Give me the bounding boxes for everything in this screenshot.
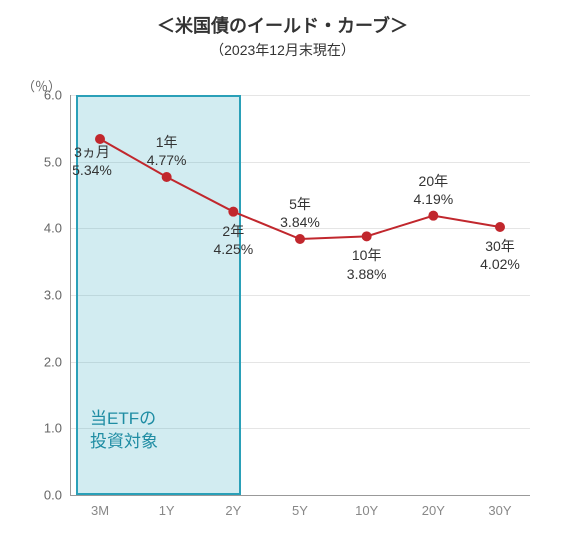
data-point-label: 3ヵ月5.34% — [72, 143, 112, 179]
x-tick-label: 30Y — [488, 503, 511, 518]
y-tick-label: 3.0 — [44, 288, 62, 303]
data-point-label: 30年4.02% — [480, 237, 520, 273]
x-tick-label: 5Y — [292, 503, 308, 518]
data-point-label: 10年3.88% — [347, 246, 387, 282]
y-tick-label: 1.0 — [44, 421, 62, 436]
x-tick-label: 20Y — [422, 503, 445, 518]
chart-title: ＜米国債のイールド・カーブ＞ — [0, 0, 565, 38]
data-point-label: 2年4.25% — [213, 222, 253, 258]
plot-area: 0.01.02.03.04.05.06.0当ETFの投資対象3M1Y2Y5Y10… — [70, 95, 530, 495]
x-tick-label: 2Y — [225, 503, 241, 518]
data-point-label: 20年4.19% — [413, 172, 453, 208]
y-tick-label: 6.0 — [44, 88, 62, 103]
y-tick-label: 4.0 — [44, 221, 62, 236]
yield-curve-chart: ＜米国債のイールド・カーブ＞ （2023年12月末現在） （％） 0.01.02… — [0, 0, 565, 547]
y-tick-label: 5.0 — [44, 154, 62, 169]
chart-subtitle: （2023年12月末現在） — [0, 40, 565, 60]
x-tick-label: 1Y — [159, 503, 175, 518]
data-point-label: 1年4.77% — [147, 133, 187, 169]
y-tick-label: 0.0 — [44, 488, 62, 503]
x-axis — [70, 495, 530, 496]
line-series — [70, 95, 530, 495]
data-point-label: 5年3.84% — [280, 195, 320, 231]
y-tick-label: 2.0 — [44, 354, 62, 369]
x-tick-label: 10Y — [355, 503, 378, 518]
x-tick-label: 3M — [91, 503, 109, 518]
